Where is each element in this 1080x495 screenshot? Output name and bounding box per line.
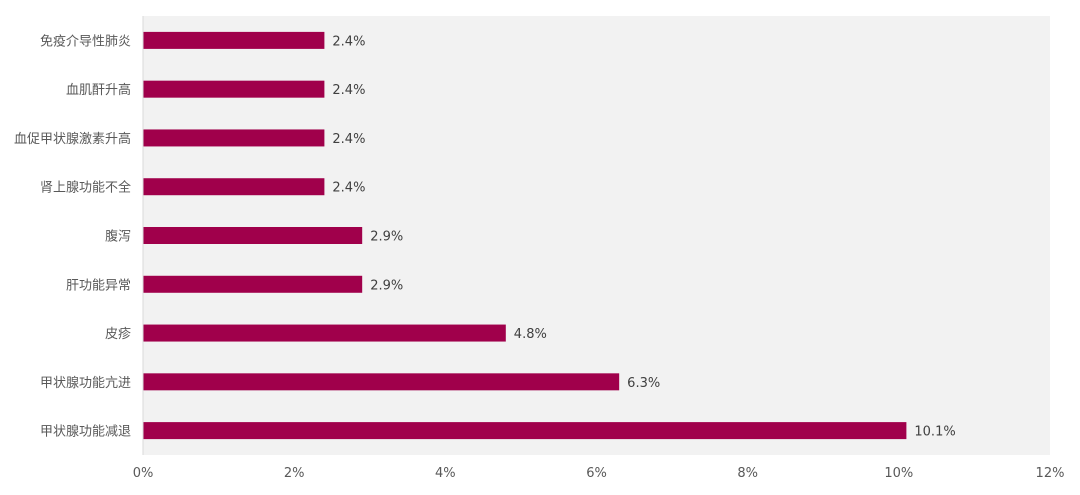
- data-label: 4.8%: [514, 327, 547, 342]
- x-tick-label: 2%: [284, 466, 305, 481]
- x-tick-label: 4%: [435, 466, 456, 481]
- x-tick-label: 8%: [737, 466, 758, 481]
- data-label: 6.3%: [627, 376, 660, 391]
- data-label: 2.4%: [332, 34, 365, 49]
- data-label: 2.9%: [370, 278, 403, 293]
- bar: [143, 324, 506, 342]
- category-label: 皮疹: [105, 326, 131, 342]
- x-tick-label: 0%: [133, 466, 154, 481]
- data-label: 2.4%: [332, 132, 365, 147]
- category-label: 甲状腺功能减退: [40, 425, 131, 440]
- x-tick-label: 12%: [1036, 466, 1065, 481]
- data-label: 2.9%: [370, 230, 403, 245]
- x-tick-label: 6%: [586, 466, 607, 481]
- category-label: 肾上腺功能不全: [40, 180, 131, 196]
- bar: [143, 80, 325, 98]
- data-label: 2.4%: [332, 83, 365, 98]
- category-label: 免疫介导性肺炎: [40, 33, 131, 49]
- bar: [143, 129, 325, 147]
- category-label: 血肌酐升高: [66, 82, 131, 98]
- bar: [143, 422, 907, 440]
- bar: [143, 31, 325, 49]
- x-tick-label: 10%: [884, 466, 913, 481]
- category-label: 血促甲状腺激素升高: [14, 131, 131, 147]
- data-label: 2.4%: [332, 181, 365, 196]
- category-label: 肝功能异常: [66, 278, 131, 293]
- bar: [143, 227, 363, 244]
- category-label: 甲状腺功能亢进: [40, 375, 131, 391]
- category-label: 腹泻: [105, 229, 131, 245]
- data-label: 10.1%: [914, 425, 955, 440]
- bar: [143, 275, 363, 293]
- bar: [143, 178, 325, 196]
- bar: [143, 373, 620, 391]
